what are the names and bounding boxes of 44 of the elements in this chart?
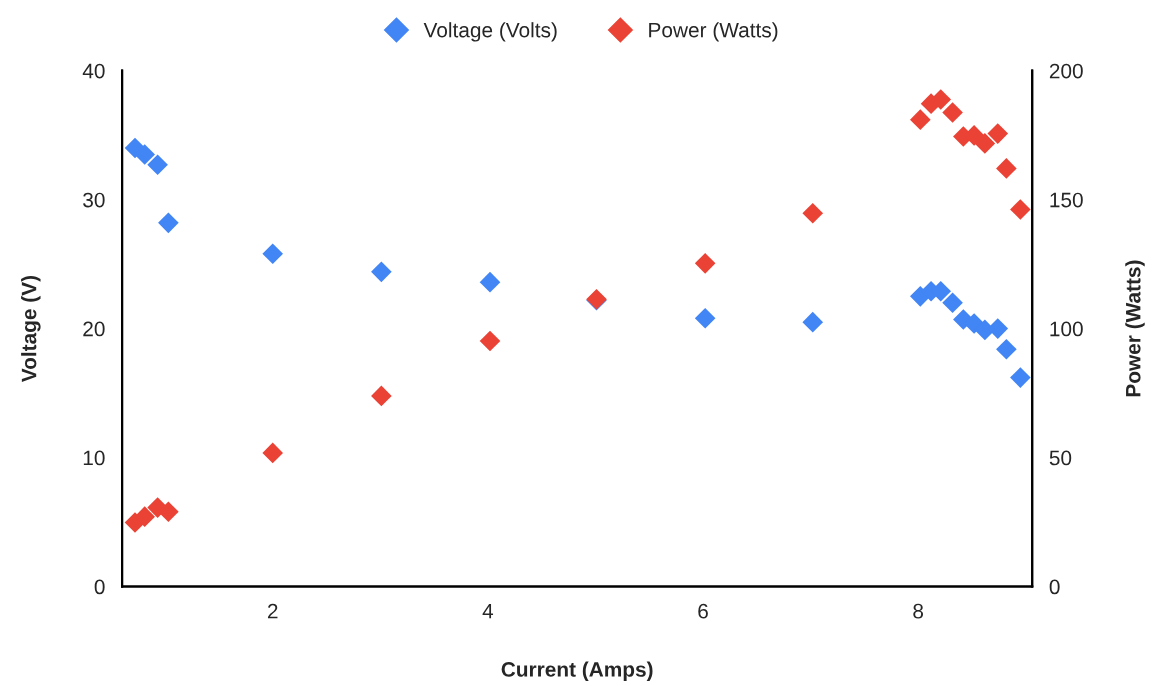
- point: [479, 271, 501, 293]
- point: [996, 158, 1017, 179]
- point: [694, 253, 716, 274]
- point: [134, 506, 155, 527]
- x-tick-label: 6: [698, 603, 708, 619]
- y-tick-label: 20: [83, 321, 105, 337]
- point: [1010, 199, 1031, 220]
- point: [802, 203, 824, 224]
- y-tick-label: 30: [83, 192, 105, 208]
- point: [910, 109, 931, 130]
- point: [942, 102, 963, 123]
- point: [371, 385, 392, 407]
- point: [987, 123, 1009, 144]
- y2-axis-title: Power (Watts): [1125, 260, 1145, 397]
- point: [974, 133, 996, 154]
- y-tick-label: 10: [83, 450, 105, 466]
- point: [262, 442, 284, 464]
- legend-label: Power (Watts): [649, 22, 778, 42]
- point: [479, 330, 501, 352]
- point: [371, 261, 392, 283]
- x-axis-title: Current (Amps): [501, 661, 653, 681]
- x-tick-label: 8: [913, 603, 924, 619]
- legend-label: Voltage (Volts): [423, 22, 557, 42]
- point: [158, 212, 179, 234]
- point: [802, 311, 824, 333]
- point: [134, 144, 155, 165]
- y-tick-label: 0: [94, 579, 105, 595]
- point: [942, 292, 963, 314]
- point: [996, 338, 1017, 360]
- y-tick-label: 40: [82, 63, 105, 79]
- point: [987, 318, 1009, 339]
- point: [694, 307, 716, 329]
- x-tick-label: 2: [267, 603, 278, 619]
- point: [262, 243, 284, 265]
- y2-tick-label: 100: [1050, 321, 1083, 337]
- y2-tick-label: 200: [1049, 63, 1083, 79]
- point: [158, 501, 179, 523]
- point: [147, 154, 168, 176]
- x-tick-label: 4: [482, 603, 494, 619]
- y2-tick-label: 50: [1049, 450, 1072, 466]
- y2-tick-label: 0: [1049, 579, 1060, 595]
- y-axis-title: Voltage (V): [21, 275, 41, 383]
- point: [1010, 367, 1031, 388]
- y2-tick-label: 150: [1050, 192, 1083, 208]
